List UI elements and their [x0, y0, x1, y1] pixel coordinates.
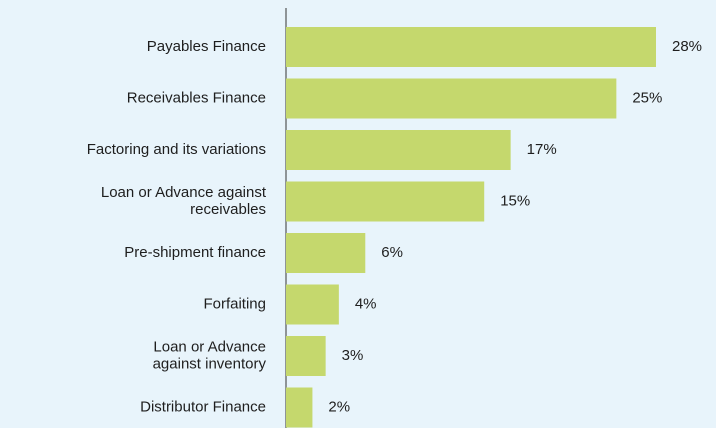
category-label: Loan or Advance against inventory [153, 338, 267, 372]
bar [286, 27, 656, 67]
category-label: Distributor Finance [140, 398, 266, 415]
bar [286, 387, 313, 428]
category-label: Forfaiting [203, 295, 266, 312]
category-label: Receivables Finance [127, 89, 266, 106]
bar [286, 233, 366, 273]
bar [286, 78, 617, 119]
bar [286, 130, 511, 170]
value-label: 2% [328, 398, 350, 415]
value-label: 3% [342, 347, 364, 364]
bar [286, 336, 326, 376]
value-label: 28% [672, 38, 702, 55]
category-label: Loan or Advance against receivables [101, 184, 267, 218]
value-label: 4% [355, 295, 377, 312]
category-label: Pre-shipment finance [124, 244, 266, 261]
bar [286, 181, 485, 222]
value-label: 6% [381, 244, 403, 261]
category-label: Payables Finance [147, 38, 266, 55]
value-label: 17% [527, 141, 557, 158]
value-label: 25% [632, 89, 662, 106]
category-label: Factoring and its variations [87, 141, 266, 158]
value-label: 15% [500, 192, 530, 209]
bar [286, 284, 339, 325]
